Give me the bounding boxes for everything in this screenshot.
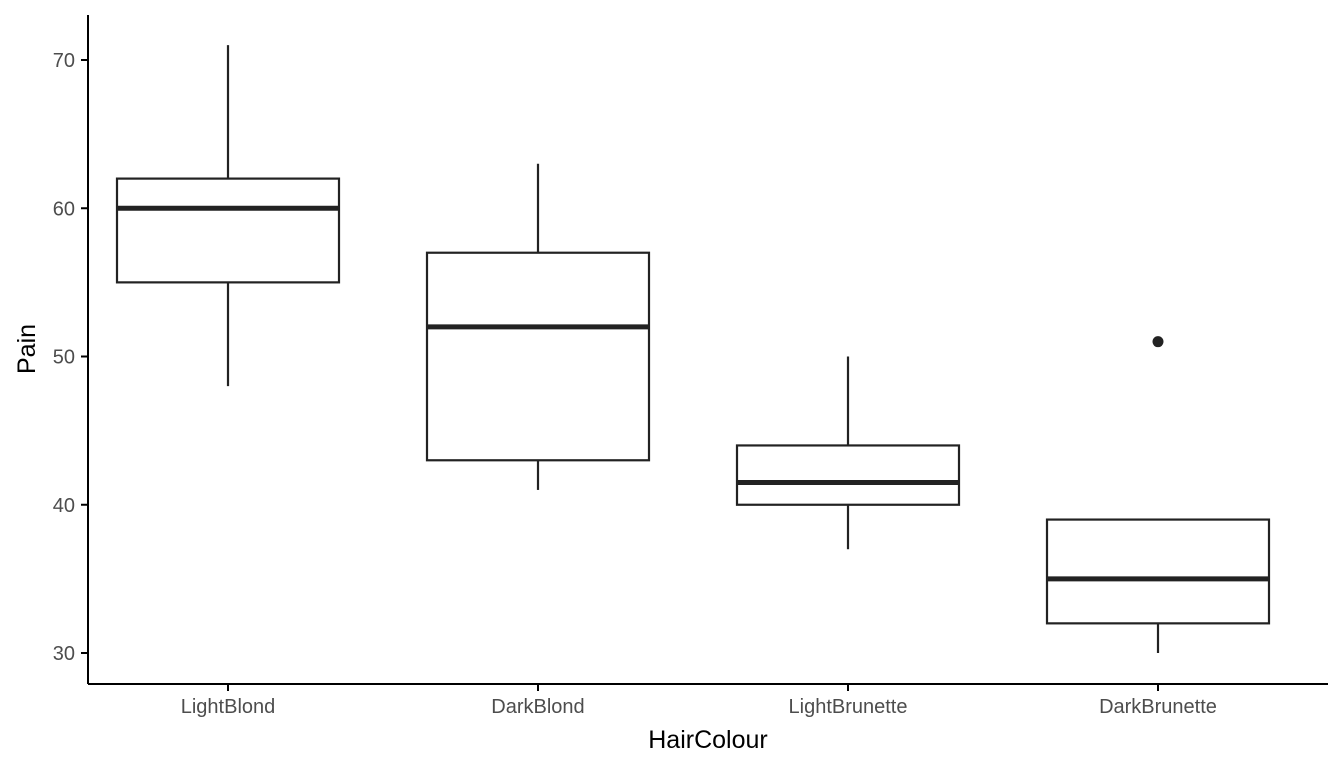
y-tick-label: 50 (53, 347, 75, 369)
iqr-box (735, 444, 961, 506)
outlier-point (1152, 336, 1164, 348)
x-tick-label: DarkBlond (491, 696, 584, 718)
y-axis-title: Pain (13, 324, 41, 374)
y-tick-label: 40 (53, 495, 75, 517)
box-group-darkblond (425, 163, 651, 490)
plot-area (115, 45, 1271, 653)
box-group-lightbrunette (735, 356, 961, 550)
x-tick-label: LightBlond (181, 696, 276, 718)
iqr-box (425, 251, 651, 462)
y-tick-label: 70 (53, 50, 75, 72)
y-axis: 30 40 50 60 70 (53, 50, 88, 665)
y-tick-label: 30 (53, 643, 75, 665)
x-tick-label: DarkBrunette (1099, 696, 1217, 718)
box-group-lightblond (115, 45, 341, 387)
x-axis: LightBlond DarkBlond LightBrunette DarkBrun… (181, 684, 1217, 718)
box-group-darkbrunette (1045, 336, 1271, 653)
x-tick-label: LightBrunette (789, 696, 908, 718)
y-tick-label: 60 (53, 198, 75, 220)
iqr-box (115, 177, 341, 284)
x-axis-title: HairColour (648, 726, 767, 754)
iqr-box (1045, 518, 1271, 625)
